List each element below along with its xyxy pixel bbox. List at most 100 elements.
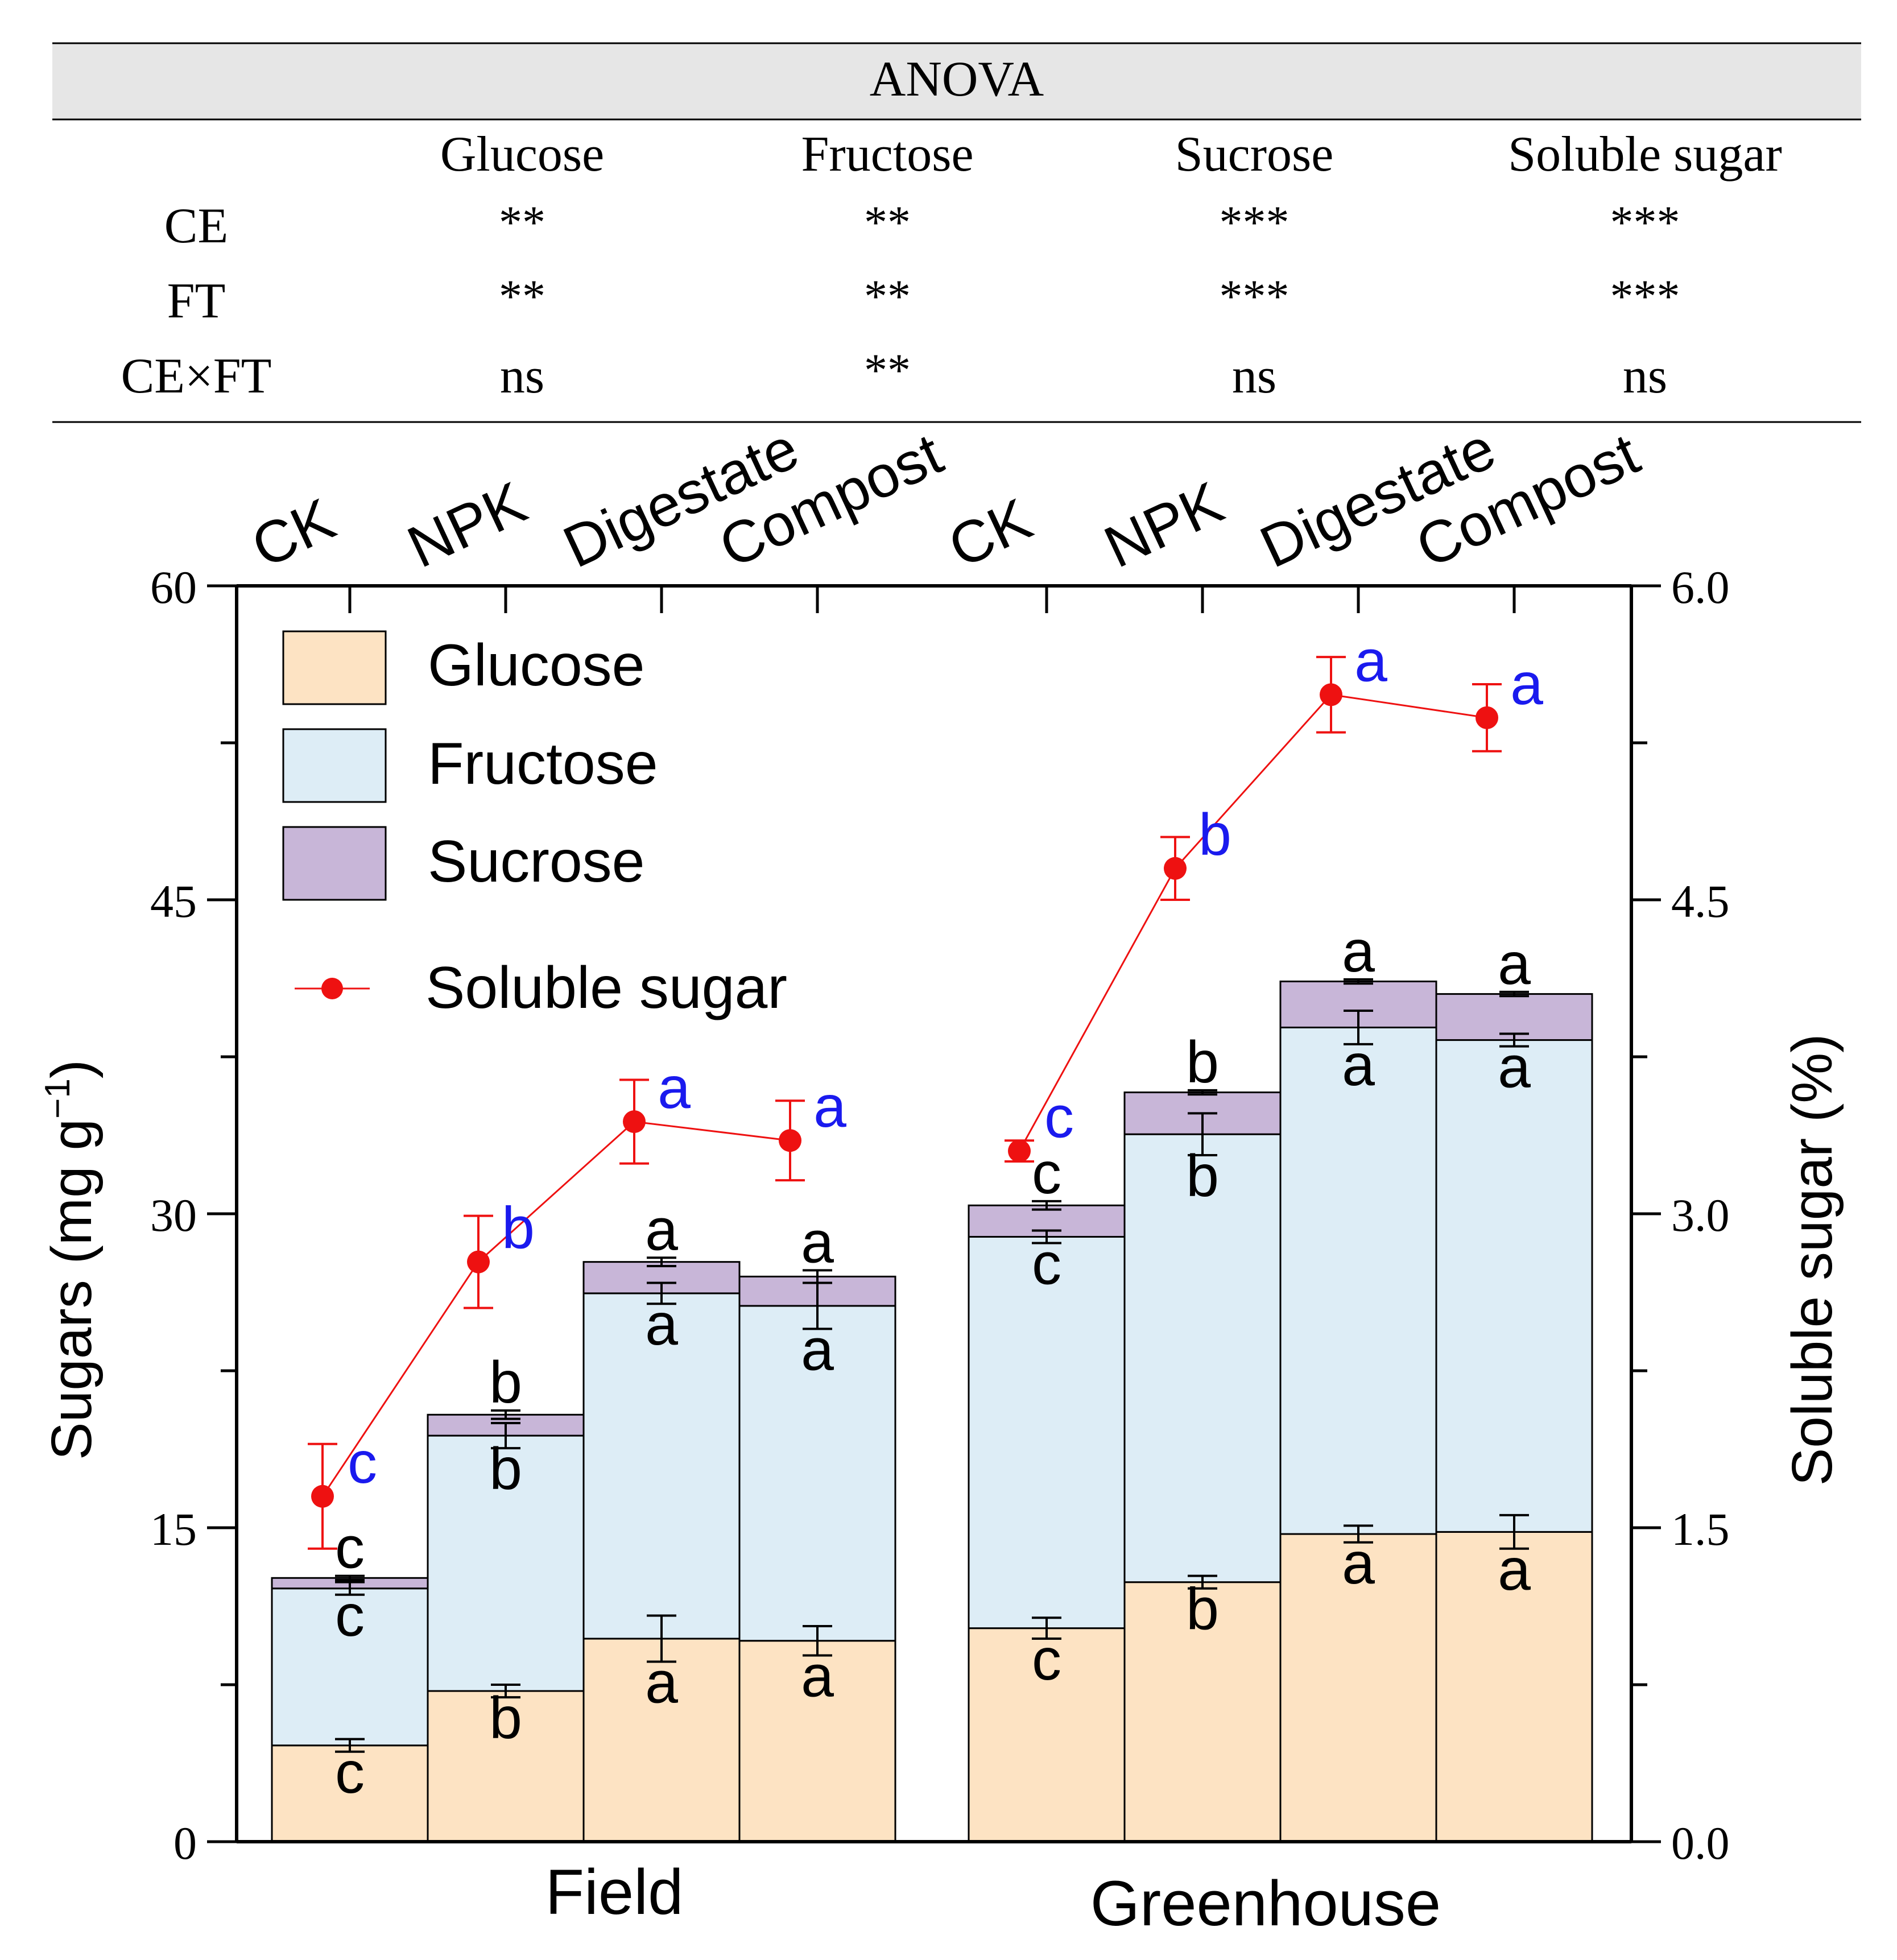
y-axis-title: Sugars (mg g−1)	[38, 1060, 104, 1460]
letter-sucrose: a	[1498, 931, 1531, 997]
soluble-sugar-letter: a	[813, 1074, 846, 1140]
y-tick-label: 15	[150, 1503, 197, 1555]
bar-glucose-compost	[1435, 1531, 1593, 1843]
bar-error-layer	[335, 978, 1529, 1753]
soluble-sugar-point-compost	[1476, 706, 1498, 729]
bar-fructose-ck	[968, 1235, 1126, 1630]
category-label-npk: NPK	[398, 469, 536, 581]
anova-cell: ns	[1623, 349, 1667, 404]
bar-glucose-digestate	[1279, 1533, 1437, 1843]
soluble-sugar-letter: b	[1198, 802, 1231, 868]
legend-swatch-glucose	[282, 630, 387, 705]
y-tick-label: 45	[150, 875, 197, 927]
bar-glucose-compost	[738, 1640, 896, 1843]
y2-tick-label: 3.0	[1671, 1189, 1730, 1241]
group-label-greenhouse: Greenhouse	[1090, 1868, 1441, 1939]
letter-sucrose: a	[645, 1197, 678, 1263]
letter-glucose: b	[489, 1685, 522, 1751]
soluble-sugar-point-ck	[311, 1485, 334, 1508]
soluble-sugar-point-npk	[1164, 857, 1187, 880]
anova-cell: **	[864, 270, 911, 322]
anova-title: ANOVA	[870, 52, 1044, 107]
y2-tick-label: 4.5	[1671, 875, 1730, 927]
letter-sucrose: b	[489, 1350, 522, 1416]
soluble-sugar-letter: c	[1044, 1085, 1074, 1151]
anova-table: ANOVA Glucose Fructose Sucrose Soluble s…	[52, 42, 1861, 423]
category-label-ck: CK	[242, 486, 345, 581]
letter-sucrose: c	[335, 1515, 365, 1581]
soluble-sugar-letter: c	[348, 1430, 377, 1496]
bar-fructose-compost	[738, 1305, 896, 1642]
soluble-sugar-point-digestate	[1320, 683, 1342, 706]
bar-sucrose-compost	[1435, 993, 1593, 1041]
letter-sucrose: a	[801, 1209, 834, 1275]
legend: Glucose Fructose Sucrose Soluble sugar	[282, 630, 787, 1021]
letter-fructose: c	[335, 1583, 365, 1649]
legend-marker-soluble-sugar	[321, 978, 343, 999]
letter-sucrose: c	[1032, 1140, 1061, 1206]
y-tick-label: 60	[150, 561, 197, 613]
letter-glucose: a	[1498, 1537, 1531, 1603]
anova-cell: **	[499, 270, 545, 322]
soluble-sugar-line-greenhouse	[1018, 693, 1487, 1152]
anova-col-soluble-sugar: Soluble sugar	[1508, 127, 1782, 182]
letter-fructose: b	[489, 1436, 522, 1502]
letter-glucose: a	[801, 1643, 834, 1709]
legend-label-sucrose: Sucrose	[428, 829, 645, 895]
anova-cell: ***	[1610, 196, 1680, 248]
anova-row-ft: FT	[167, 274, 226, 329]
letter-fructose: a	[801, 1317, 834, 1383]
y2-tick-label: 1.5	[1671, 1503, 1730, 1555]
anova-header-band	[52, 43, 1861, 119]
anova-cell: **	[499, 196, 545, 248]
legend-label-glucose: Glucose	[428, 632, 645, 698]
anova-col-sucrose: Sucrose	[1175, 127, 1334, 182]
soluble-sugar-point-digestate	[623, 1110, 646, 1134]
letter-fructose: c	[1032, 1231, 1061, 1297]
soluble-sugar-point-compost	[779, 1129, 801, 1152]
bar-glucose-npk	[1123, 1581, 1282, 1843]
legend-label-soluble-sugar: Soluble sugar	[425, 955, 787, 1021]
soluble-sugar-letter: a	[658, 1055, 691, 1121]
letter-glucose: c	[335, 1740, 365, 1806]
anova-cell: **	[864, 196, 911, 248]
bar-glucose-digestate	[582, 1638, 741, 1843]
y2-tick-label: 0.0	[1671, 1817, 1730, 1869]
bar-fructose-digestate	[1279, 1026, 1437, 1535]
anova-col-glucose: Glucose	[440, 127, 604, 182]
letter-glucose: a	[1342, 1531, 1375, 1597]
letter-glucose: a	[645, 1650, 678, 1716]
anova-cell: ***	[1220, 270, 1290, 322]
bar-layer	[271, 981, 1593, 1843]
soluble-sugar-letter: b	[502, 1196, 535, 1262]
letter-sucrose: b	[1186, 1029, 1219, 1095]
legend-swatch-fructose	[282, 728, 387, 803]
anova-row-ce: CE	[164, 199, 228, 254]
y2-tick-label: 6.0	[1671, 561, 1730, 613]
soluble-sugar-line-field	[321, 1120, 791, 1497]
category-label-ck: CK	[939, 486, 1042, 581]
anova-cell: ***	[1610, 270, 1680, 322]
letter-fructose: b	[1186, 1143, 1219, 1209]
y-tick-label: 0	[173, 1817, 197, 1869]
bar-fructose-compost	[1435, 1039, 1593, 1533]
soluble-sugar-point-ck	[1008, 1139, 1031, 1163]
anova-cell: **	[864, 344, 911, 396]
letter-glucose: c	[1032, 1627, 1061, 1693]
anova-cell: ns	[500, 349, 544, 404]
legend-swatch-sucrose	[282, 826, 387, 901]
soluble-sugar-point-npk	[467, 1250, 490, 1273]
bar-fructose-npk	[1123, 1133, 1282, 1583]
y2-axis-title: Soluble sugar (%)	[1780, 1034, 1844, 1486]
anova-row-ce-ft: CE×FT	[121, 349, 272, 404]
anova-cell: ***	[1220, 196, 1290, 248]
letter-fructose: a	[1342, 1032, 1375, 1098]
anova-col-fructose: Fructose	[801, 127, 973, 182]
letter-fructose: a	[645, 1292, 678, 1358]
category-label-npk: NPK	[1095, 469, 1233, 581]
legend-label-fructose: Fructose	[428, 731, 658, 797]
letter-glucose: b	[1186, 1577, 1219, 1643]
letter-sucrose: a	[1342, 919, 1375, 985]
